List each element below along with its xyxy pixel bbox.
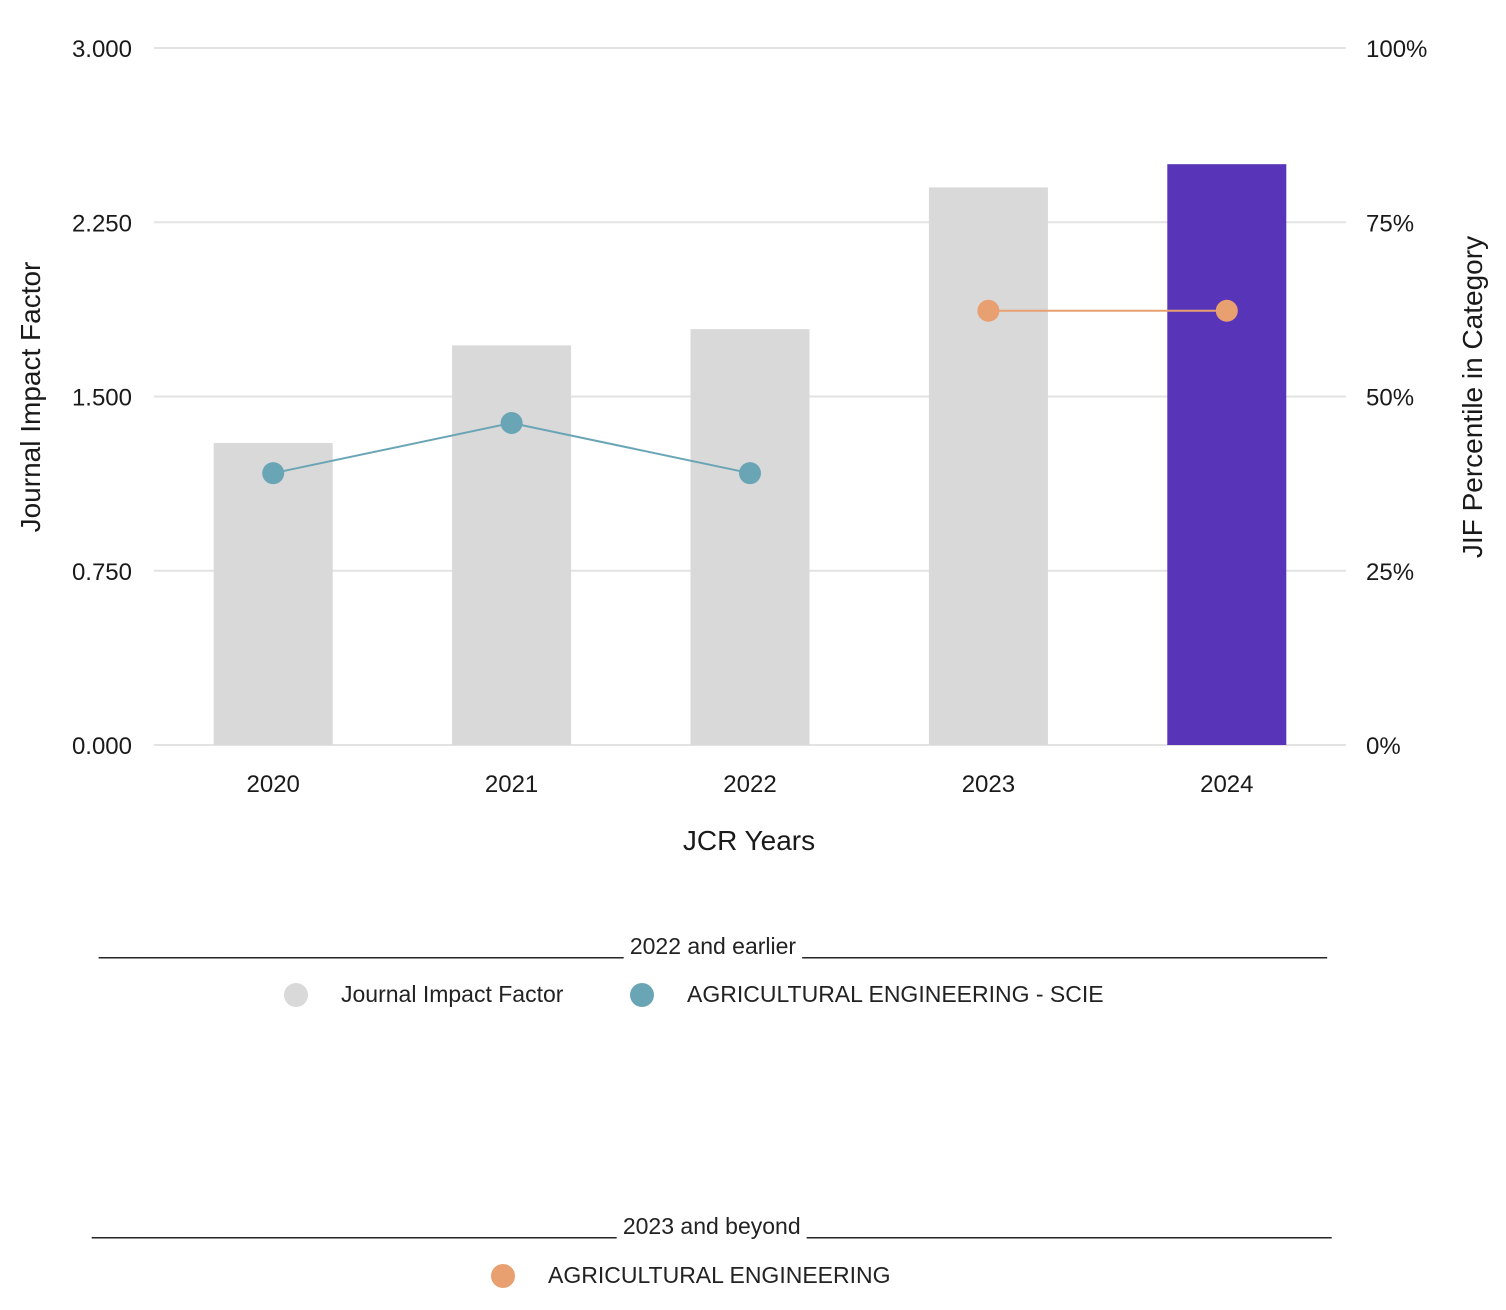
bar-2021 [452,345,572,745]
series-point-2022 [739,462,761,485]
legend-item-journal-impact-factor[interactable]: Journal Impact Factor [284,981,563,1008]
series-point-2020 [262,462,285,485]
series-point-2021 [500,411,523,434]
y2-tick-label: 100% [1366,36,1427,63]
y2-axis-ticks: 0% 25% 50% 75% 100% [1366,36,1427,760]
legend-label: AGRICULTURAL ENGINEERING [548,1262,891,1288]
y-axis-label: Journal Impact Factor [15,262,46,533]
series-point-2024 [1215,299,1238,322]
y2-axis-label: JIF Percentile in Category [1457,236,1488,558]
y2-tick-label: 0% [1366,733,1401,760]
x-tick-label: 2020 [247,771,300,798]
x-tick-label: 2023 [962,771,1015,798]
x-axis-label: JCR Years [683,825,815,856]
bars [213,164,1287,745]
x-tick-label: 2021 [485,771,538,798]
legend-dot-icon [284,982,308,1007]
legend-dot-icon [630,982,654,1007]
y-tick-label: 1.500 [72,385,132,412]
bar-2022 [690,329,810,745]
y2-tick-label: 50% [1366,385,1414,412]
series-point-2023 [977,299,1000,322]
y-axis-ticks: 0.000 0.750 1.500 2.250 3.000 [72,36,132,760]
legend-separator-2022-and-earlier: ________________________________________… [99,933,1327,959]
x-axis-ticks: 2020 2021 2022 2023 2024 [247,771,1254,798]
bar-2023 [928,187,1048,745]
y-tick-label: 0.750 [72,559,132,586]
legend-label: Journal Impact Factor [341,981,564,1007]
x-tick-label: 2024 [1200,771,1253,798]
percentile-lines [262,299,1238,485]
y-tick-label: 3.000 [72,36,132,63]
y2-tick-label: 25% [1366,559,1414,586]
legend-dot-icon [491,1263,515,1288]
bar-2020 [213,442,333,745]
legend-item-agricultural-engineering[interactable]: AGRICULTURAL ENGINEERING [491,1262,891,1289]
jif-chart: 0.000 0.750 1.500 2.250 3.000 0% 25% 50% 75% 100… [15,36,1488,856]
legend-item-agricultural-engineering-scie[interactable]: AGRICULTURAL ENGINEERING - SCIE [630,981,1104,1008]
legend-separator-2023-and-beyond: ________________________________________… [92,1213,1332,1239]
bar-2024 [1167,164,1287,745]
x-tick-label: 2022 [723,771,776,798]
legend-label: AGRICULTURAL ENGINEERING - SCIE [687,981,1104,1007]
y-tick-label: 2.250 [72,210,132,237]
y-tick-label: 0.000 [72,733,132,760]
y2-tick-label: 75% [1366,210,1414,237]
